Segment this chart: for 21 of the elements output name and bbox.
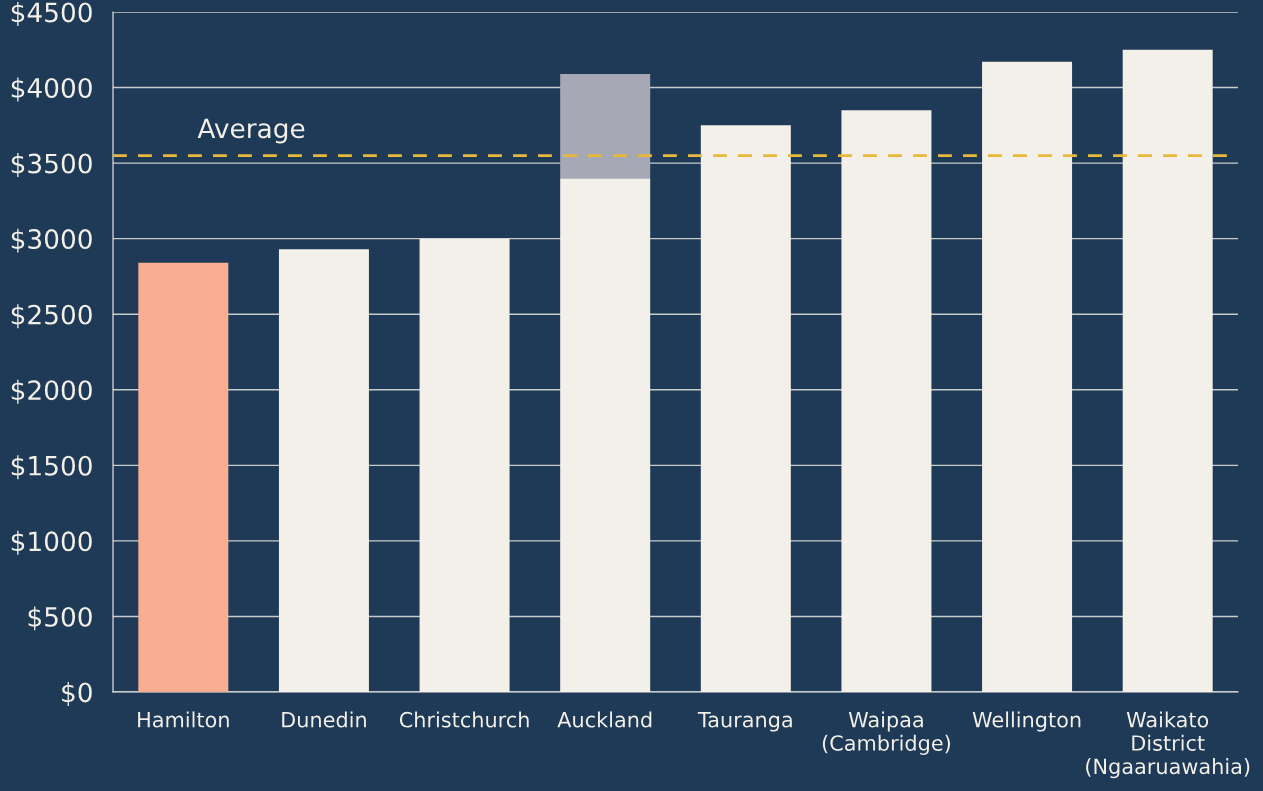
x-tick-label: Wellington (972, 711, 1081, 732)
y-tick-label: $1000 (11, 530, 92, 555)
y-tick-label: $4500 (11, 1, 92, 26)
bar (138, 262, 229, 692)
y-tick-label: $500 (28, 606, 92, 631)
x-tick-label: Auckland (557, 711, 652, 728)
y-tick-label: $3000 (11, 228, 92, 253)
x-tick-label: Waipaa (Cambridge) (822, 711, 950, 755)
x-tick-label: Tauranga (697, 712, 792, 732)
bar (560, 73, 651, 179)
x-tick-label: Christchurch (399, 711, 529, 728)
ref-line-label: Average (197, 118, 305, 144)
y-tick-label: $3500 (11, 153, 92, 178)
y-tick-label: $0 (62, 681, 92, 706)
y-tick-label: $2500 (11, 304, 92, 329)
x-tick-label: Hamilton (138, 711, 229, 728)
x-tick-label: Dunedin (282, 711, 366, 728)
y-tick-label: $2000 (11, 379, 92, 404)
x-tick-label: Waikato District (Ngaaruawahia) (1086, 711, 1250, 779)
y-tick-label: $1500 (11, 455, 92, 480)
y-tick-label: $4000 (11, 77, 92, 102)
